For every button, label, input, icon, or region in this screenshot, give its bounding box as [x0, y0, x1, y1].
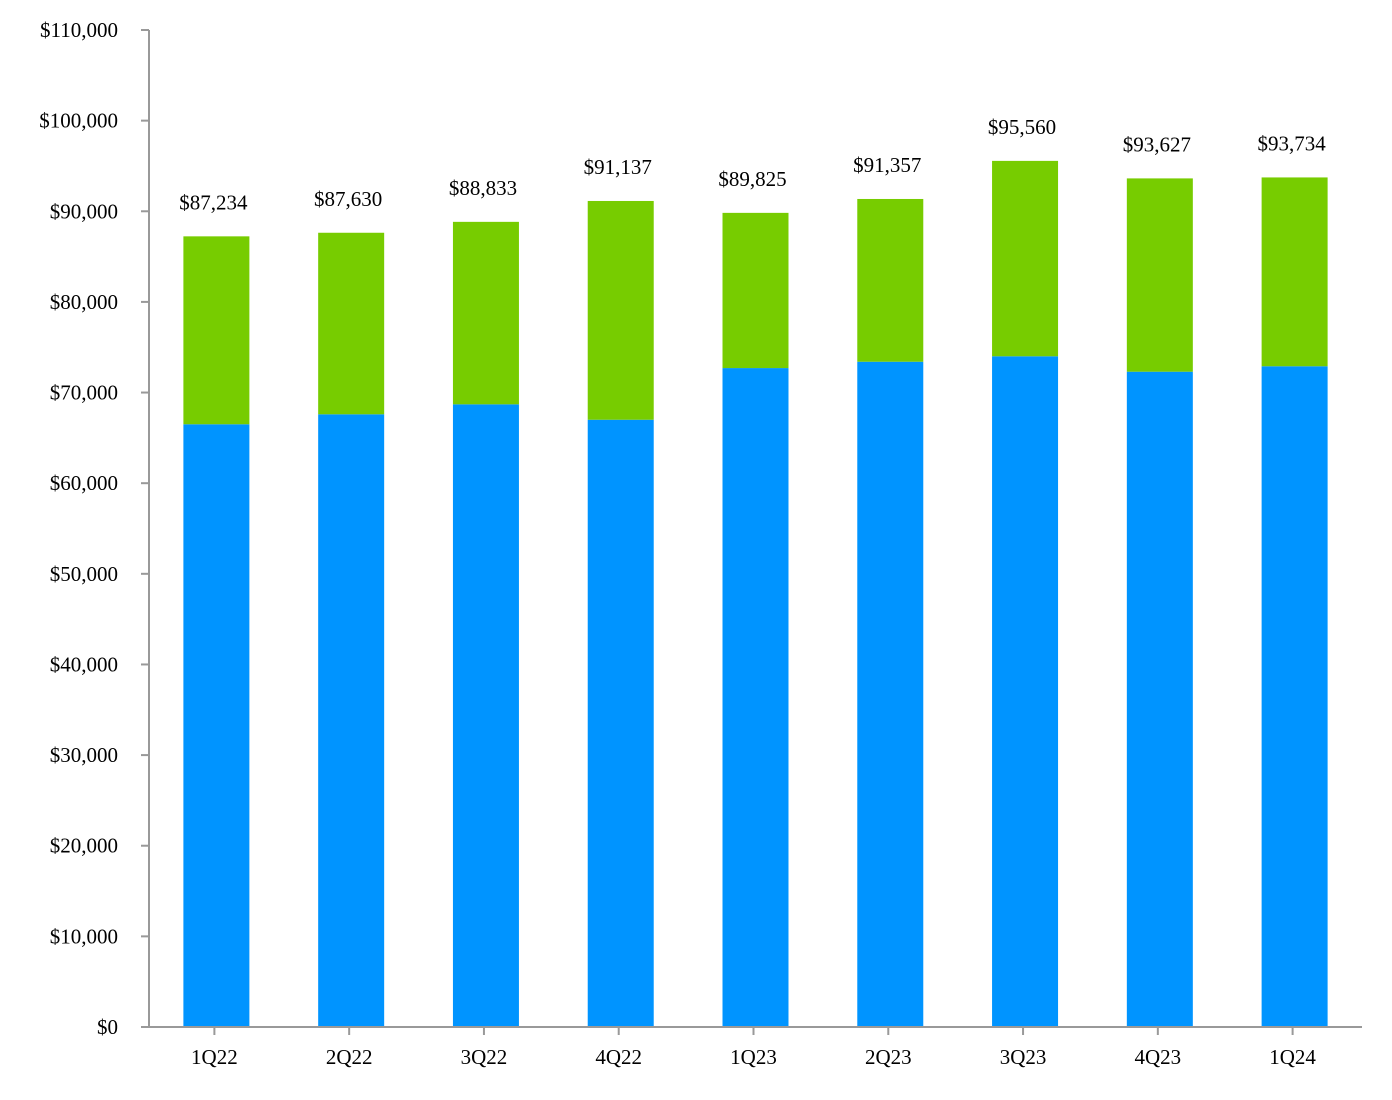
total-data-label: $87,630 — [314, 187, 382, 211]
y-tick-label: $0 — [97, 1015, 118, 1039]
y-tick-label: $50,000 — [50, 562, 118, 586]
bar-segment-blue — [1261, 366, 1328, 1028]
y-tick-label: $40,000 — [50, 652, 118, 676]
total-data-label: $91,137 — [584, 155, 652, 179]
bar-segment-blue — [1126, 371, 1193, 1027]
x-tick-label: 1Q22 — [191, 1045, 238, 1069]
y-tick-label: $60,000 — [50, 471, 118, 495]
x-tick-label: 3Q23 — [1000, 1045, 1047, 1069]
total-data-label: $93,627 — [1123, 132, 1191, 156]
x-tick-label: 1Q24 — [1269, 1045, 1316, 1069]
x-tick-label: 2Q22 — [326, 1045, 373, 1069]
bar-segment-green — [722, 212, 789, 369]
bar-segment-green — [587, 200, 654, 420]
bar-segment-blue — [587, 419, 654, 1028]
total-data-label: $89,825 — [718, 167, 786, 191]
total-data-label: $93,734 — [1257, 131, 1326, 155]
bar-segment-blue — [452, 404, 519, 1027]
bar-segment-blue — [318, 414, 385, 1027]
y-tick-label: $90,000 — [50, 199, 118, 223]
y-tick-label: $110,000 — [40, 18, 118, 42]
bar-segment-green — [183, 236, 250, 425]
bar-segment-blue — [722, 368, 789, 1028]
bar-segment-green — [992, 160, 1059, 357]
bar-segment-green — [1126, 178, 1193, 372]
total-data-label: $87,234 — [179, 190, 248, 214]
y-tick-label: $20,000 — [50, 834, 118, 858]
x-tick-label: 1Q23 — [730, 1045, 777, 1069]
bar-segment-green — [452, 221, 519, 405]
bar-segment-green — [857, 198, 924, 362]
y-tick-label: $70,000 — [50, 381, 118, 405]
y-tick-label: $100,000 — [39, 109, 118, 133]
y-tick-label: $80,000 — [50, 290, 118, 314]
x-tick-label: 3Q22 — [461, 1045, 508, 1069]
x-tick-label: 4Q23 — [1134, 1045, 1181, 1069]
bar-segment-green — [1261, 177, 1328, 367]
bar-segment-blue — [992, 356, 1059, 1028]
x-tick-label: 2Q23 — [865, 1045, 912, 1069]
x-tick-label: 4Q22 — [595, 1045, 642, 1069]
bar-segment-green — [318, 232, 385, 415]
total-data-label: $91,357 — [853, 153, 921, 177]
bar-segment-blue — [183, 424, 250, 1027]
total-data-label: $88,833 — [449, 176, 517, 200]
bar-segment-blue — [857, 361, 924, 1027]
y-tick-label: $10,000 — [50, 924, 118, 948]
y-tick-label: $30,000 — [50, 743, 118, 767]
total-data-label: $95,560 — [988, 115, 1056, 139]
